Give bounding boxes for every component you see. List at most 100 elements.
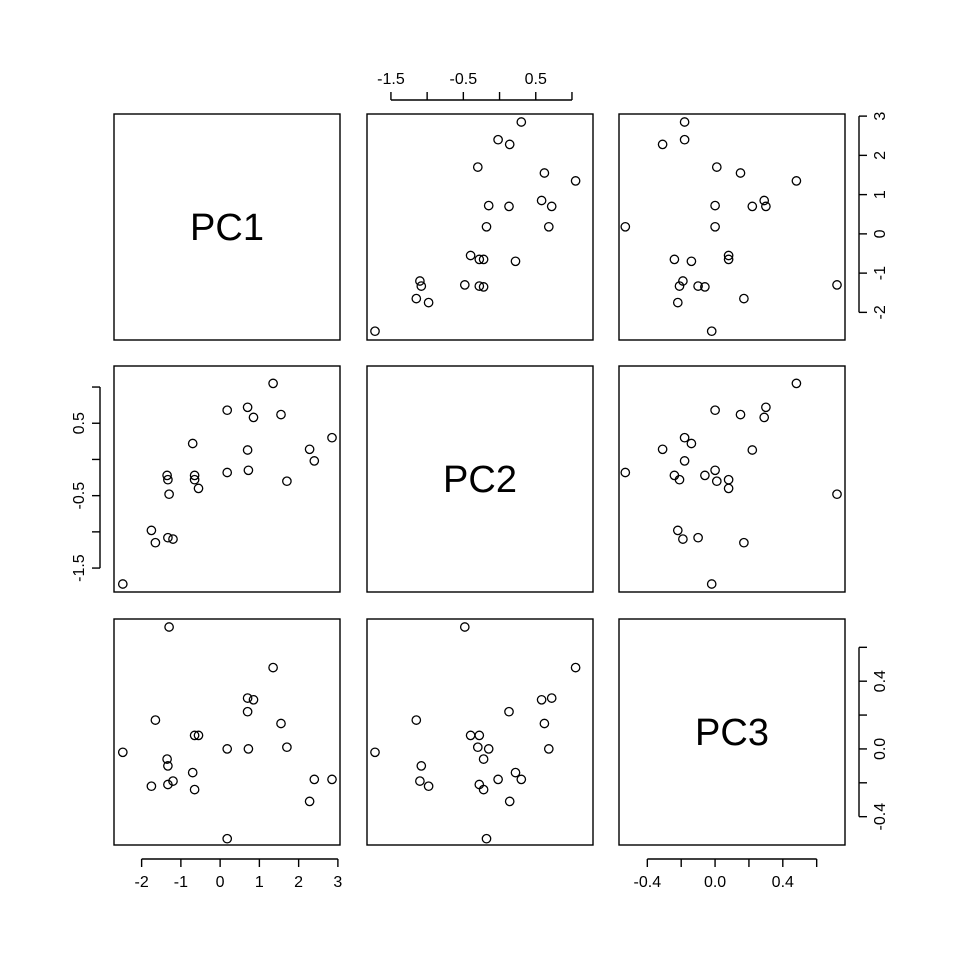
point-pc2-vs-pc1-6	[163, 532, 173, 543]
point-pc3-vs-pc2-8	[415, 776, 425, 786]
tick-label-right-pc1: 2	[872, 151, 889, 160]
tick-label-right-pc1: -1	[872, 266, 889, 280]
point-pc2-vs-pc3-21	[711, 476, 722, 487]
point-pc2-vs-pc1-14	[222, 467, 233, 478]
tick-label-right-pc1: 3	[872, 112, 889, 121]
point-pc3-vs-pc1-4	[162, 754, 172, 764]
diagonal-label-pc1: PC1	[190, 207, 264, 249]
point-pc3-vs-pc1-17	[243, 744, 254, 754]
point-pc1-vs-pc2-20	[539, 168, 550, 178]
point-pc3-vs-pc1-11	[189, 784, 200, 795]
tick-label-right-pc1: 1	[872, 190, 889, 199]
point-pc1-vs-pc3-13	[710, 221, 720, 232]
point-pc2-vs-pc1-12	[193, 483, 204, 494]
point-pc3-vs-pc1-10	[189, 730, 200, 741]
point-pc1-vs-pc3-14	[620, 221, 631, 232]
point-pc3-vs-pc2-13	[543, 744, 554, 754]
point-pc3-vs-pc1-2	[146, 781, 157, 792]
tick-label-bottom-pc1: 0	[216, 874, 225, 891]
point-pc3-vs-pc2-10	[474, 730, 485, 741]
point-pc2-vs-pc1-17	[243, 465, 254, 476]
panel-pc1-pc2	[366, 113, 594, 341]
point-pc1-vs-pc2-1	[370, 326, 380, 337]
point-pc3-vs-pc1-14	[222, 833, 233, 844]
point-pc2-vs-pc1-22	[304, 444, 315, 455]
point-pc2-vs-pc1-10	[189, 474, 200, 485]
point-pc3-vs-pc2-1	[370, 747, 380, 758]
point-pc1-vs-pc2-13	[543, 221, 554, 232]
tick-label-right-pc3: -0.4	[872, 803, 889, 831]
point-pc1-vs-pc2-9	[510, 256, 521, 267]
tick-label-right-pc3: 0.0	[872, 738, 889, 760]
tick-label-right-pc1: 0	[872, 229, 889, 238]
point-pc3-vs-pc1-6	[163, 761, 173, 771]
tick-label-bottom-pc1: -1	[174, 874, 188, 891]
point-pc2-vs-pc1-1	[117, 579, 128, 589]
point-pc1-vs-pc3-22	[657, 139, 668, 150]
point-pc3-vs-pc1-3	[150, 715, 161, 725]
point-pc2-vs-pc3-3	[739, 537, 749, 548]
point-pc1-vs-pc3-1	[706, 326, 717, 337]
point-pc3-vs-pc2-4	[478, 754, 489, 764]
point-pc1-vs-pc3-2	[672, 297, 683, 308]
point-pc3-vs-pc2-20	[539, 718, 550, 729]
point-pc1-vs-pc3-18	[759, 195, 770, 206]
point-pc2-vs-pc1-2	[146, 525, 157, 536]
point-pc3-vs-pc2-15	[504, 706, 514, 717]
point-pc2-vs-pc3-13	[710, 405, 720, 416]
point-pc1-vs-pc3-4	[700, 282, 710, 292]
point-pc1-vs-pc2-17	[483, 200, 494, 211]
point-pc1-vs-pc2-6	[416, 281, 427, 291]
point-pc3-vs-pc2-11	[478, 784, 489, 795]
point-pc1-vs-pc2-21	[472, 162, 483, 172]
point-pc2-vs-pc1-19	[268, 378, 278, 389]
point-pc1-vs-pc2-23	[493, 134, 503, 145]
point-pc2-vs-pc1-16	[242, 402, 253, 413]
point-pc2-vs-pc1-13	[222, 405, 233, 416]
point-pc1-vs-pc2-16	[546, 201, 557, 212]
point-pc1-vs-pc2-19	[570, 176, 581, 186]
point-pc3-vs-pc1-20	[276, 718, 286, 729]
point-pc3-vs-pc2-9	[510, 767, 521, 778]
point-pc1-vs-pc3-15	[747, 201, 758, 212]
point-pc1-vs-pc3-11	[669, 254, 680, 265]
point-pc3-vs-pc1-1	[117, 747, 128, 758]
tick-label-left-pc2: -0.5	[71, 482, 88, 510]
point-pc2-vs-pc1-15	[242, 445, 253, 455]
point-pc1-vs-pc3-10	[723, 254, 734, 265]
point-pc3-vs-pc2-3	[411, 715, 422, 725]
point-pc2-vs-pc3-19	[791, 378, 802, 389]
point-pc2-vs-pc3-23	[679, 456, 690, 466]
panel-pc1-pc1	[113, 113, 341, 341]
point-pc2-vs-pc1-21	[282, 476, 292, 487]
tick-label-bottom-pc1: 2	[294, 874, 303, 891]
point-pc2-vs-pc3-24	[679, 432, 690, 443]
point-pc1-vs-pc3-17	[710, 200, 720, 211]
point-pc2-vs-pc3-4	[700, 470, 710, 481]
point-pc2-vs-pc3-17	[710, 465, 720, 476]
panel-pc1-pc3	[618, 113, 846, 341]
point-pc2-vs-pc3-8	[678, 534, 688, 544]
point-pc2-vs-pc1-24	[327, 432, 337, 443]
point-pc3-vs-pc1-15	[242, 706, 253, 717]
tick-label-bottom-pc1: 1	[255, 874, 264, 891]
point-pc1-vs-pc3-24	[679, 117, 690, 127]
point-pc2-vs-pc3-9	[686, 438, 697, 449]
point-pc2-vs-pc3-15	[747, 445, 758, 455]
point-pc1-vs-pc2-24	[516, 117, 527, 127]
point-pc2-vs-pc1-7	[164, 489, 174, 500]
point-pc1-vs-pc3-3	[739, 293, 749, 304]
point-pc1-vs-pc3-20	[735, 168, 746, 178]
point-pc3-vs-pc2-12	[465, 730, 476, 741]
point-pc2-vs-pc3-1	[706, 579, 717, 589]
tick-label-bottom-pc3: 0.0	[704, 874, 726, 891]
point-pc1-vs-pc3-5	[674, 281, 685, 291]
point-pc3-vs-pc1-7	[164, 622, 174, 632]
panel-pc3-pc3	[618, 618, 846, 846]
tick-label-top-pc2: -1.5	[377, 71, 405, 88]
point-pc2-vs-pc1-11	[189, 470, 200, 481]
point-pc1-vs-pc2-22	[504, 139, 515, 150]
point-pc1-vs-pc2-2	[423, 297, 434, 308]
point-pc2-vs-pc1-5	[163, 474, 173, 485]
